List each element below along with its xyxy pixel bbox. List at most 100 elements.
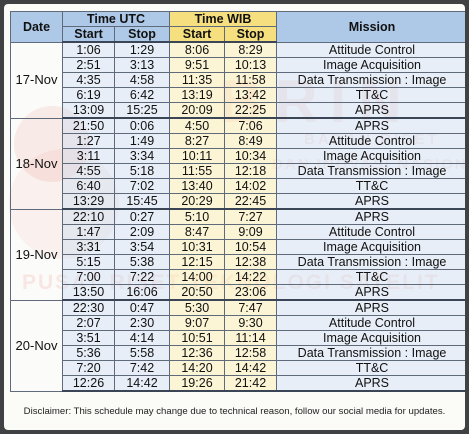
- utc-stop-cell: 5:58: [114, 345, 170, 361]
- mission-cell: APRS: [276, 375, 465, 392]
- wib-start-cell: 9:51: [169, 57, 225, 73]
- utc-stop-cell: 7:02: [114, 178, 170, 194]
- wib-start-cell: 20:50: [169, 284, 225, 301]
- wib-start-cell: 14:20: [169, 360, 225, 376]
- mission-cell: Image Acquisition: [276, 239, 465, 255]
- mission-cell: APRS: [276, 117, 465, 134]
- table-row: 7:00 7:22 14:00 14:22 TT&C: [11, 269, 465, 285]
- table-row: 5:15 5:38 12:15 12:38 Data Transmission : Im…: [11, 254, 465, 270]
- utc-stop-cell: 0:06: [114, 117, 170, 134]
- mission-header: Mission: [276, 11, 465, 43]
- utc-stop-cell: 3:34: [114, 148, 170, 164]
- time-wib-header: Time WIB: [168, 11, 278, 27]
- wib-start-cell: 12:36: [169, 345, 225, 361]
- utc-start-cell: 7:20: [62, 360, 115, 376]
- utc-stop-cell: 4:58: [114, 72, 170, 88]
- mission-cell: Data Transmission : Image: [276, 163, 465, 179]
- table-row: 19-Nov 22:10 0:27 5:10 7:27 APRS: [10, 208, 465, 301]
- utc-start-cell: 1:47: [62, 224, 115, 240]
- utc-start-cell: 6:19: [62, 87, 115, 103]
- mission-cell: Attitude Control: [276, 224, 465, 240]
- wib-start-cell: 11:35: [169, 72, 225, 88]
- table-row: 17-Nov 1:06 1:29 8:06 8:29 Attitude Control: [10, 41, 465, 119]
- utc-start-cell: 1:06: [62, 41, 115, 58]
- wib-start-cell: 5:30: [169, 299, 225, 316]
- utc-stop-cell: 16:06: [114, 284, 170, 301]
- table-row: 7:20 7:42 14:20 14:42 TT&C: [11, 360, 465, 376]
- date-header: Date: [10, 11, 63, 43]
- wib-start-cell: 5:10: [169, 208, 225, 225]
- utc-start-cell: 6:40: [62, 178, 115, 194]
- utc-start-cell: 2:51: [62, 57, 115, 73]
- mission-cell: Attitude Control: [276, 315, 465, 331]
- mission-cell: Image Acquisition: [276, 148, 465, 164]
- wib-stop-cell: 9:30: [223, 315, 278, 331]
- utc-start-cell: 5:36: [62, 345, 115, 361]
- wib-stop-cell: 13:42: [223, 87, 278, 103]
- mission-cell: Data Transmission : Image: [276, 254, 465, 270]
- table-row: 3:51 4:14 10:51 11:14 Image Acquisition: [11, 330, 465, 346]
- wib-stop-cell: 7:06: [223, 117, 278, 134]
- wib-start-cell: 20:29: [169, 193, 225, 210]
- wib-start-cell: 10:31: [169, 239, 225, 255]
- utc-start-cell: 21:50: [62, 117, 115, 134]
- wib-start-cell: 13:19: [169, 87, 225, 103]
- wib-stop-cell: 8:49: [223, 133, 278, 149]
- mission-cell: TT&C: [276, 269, 465, 285]
- utc-start-cell: 22:10: [62, 208, 115, 225]
- utc-stop-cell: 0:47: [114, 299, 170, 316]
- table-row: 6:40 7:02 13:40 14:02 TT&C: [11, 178, 465, 194]
- wib-stop-cell: 12:58: [223, 345, 278, 361]
- utc-stop-cell: 0:27: [114, 208, 170, 225]
- wib-stop-cell: 12:18: [223, 163, 278, 179]
- utc-stop-cell: 2:30: [114, 315, 170, 331]
- utc-stop-header: Stop: [114, 26, 170, 43]
- wib-start-cell: 12:15: [169, 254, 225, 270]
- wib-start-cell: 10:51: [169, 330, 225, 346]
- utc-stop-cell: 7:42: [114, 360, 170, 376]
- table-row: 6:19 6:42 13:19 13:42 TT&C: [11, 87, 465, 103]
- wib-start-header: Start: [169, 26, 225, 43]
- wib-stop-cell: 8:29: [223, 41, 278, 58]
- wib-stop-cell: 22:25: [223, 102, 278, 119]
- wib-start-cell: 4:50: [169, 117, 225, 134]
- table-row: 4:55 5:18 11:55 12:18 Data Transmission : Im…: [11, 163, 465, 179]
- wib-stop-cell: 11:58: [223, 72, 278, 88]
- date-cell: 18-Nov: [10, 117, 63, 210]
- mission-cell: TT&C: [276, 360, 465, 376]
- table-row: 12:26 14:42 19:26 21:42 APRS: [11, 375, 465, 392]
- utc-stop-cell: 2:09: [114, 224, 170, 240]
- mission-cell: Image Acquisition: [276, 57, 465, 73]
- utc-start-cell: 13:50: [62, 284, 115, 301]
- utc-start-cell: 13:09: [62, 102, 115, 119]
- table-row: 2:07 2:30 9:07 9:30 Attitude Control: [11, 315, 465, 331]
- wib-stop-cell: 14:42: [223, 360, 278, 376]
- date-cell: 17-Nov: [10, 41, 63, 119]
- table-row: 2:51 3:13 9:51 10:13 Image Acquisition: [11, 57, 465, 73]
- wib-stop-cell: 7:27: [223, 208, 278, 225]
- wib-stop-cell: 23:06: [223, 284, 278, 301]
- wib-start-cell: 13:40: [169, 178, 225, 194]
- date-cell: 19-Nov: [10, 208, 63, 301]
- schedule-body: 17-Nov 1:06 1:29 8:06 8:29 Attitude Control 2:…: [10, 41, 465, 392]
- wib-stop-header: Stop: [223, 26, 278, 43]
- utc-stop-cell: 1:49: [114, 133, 170, 149]
- table-row: 3:31 3:54 10:31 10:54 Image Acquisition: [11, 239, 465, 255]
- mission-cell: Attitude Control: [276, 133, 465, 149]
- table-row: 1:27 1:49 8:27 8:49 Attitude Control: [11, 133, 465, 149]
- utc-start-cell: 7:00: [62, 269, 115, 285]
- wib-stop-cell: 14:22: [223, 269, 278, 285]
- wib-start-cell: 8:27: [169, 133, 225, 149]
- utc-start-cell: 3:51: [62, 330, 115, 346]
- time-utc-header: Time UTC: [62, 11, 170, 27]
- mission-cell: APRS: [276, 299, 465, 316]
- mission-cell: Data Transmission : Image: [276, 72, 465, 88]
- disclaimer-text: Disclaimer: This schedule may change due…: [23, 406, 446, 417]
- utc-stop-cell: 3:13: [114, 57, 170, 73]
- date-cell: 20-Nov: [10, 299, 63, 392]
- wib-stop-cell: 11:14: [223, 330, 278, 346]
- mission-cell: TT&C: [276, 178, 465, 194]
- wib-start-cell: 10:11: [169, 148, 225, 164]
- utc-stop-cell: 3:54: [114, 239, 170, 255]
- wib-start-cell: 9:07: [169, 315, 225, 331]
